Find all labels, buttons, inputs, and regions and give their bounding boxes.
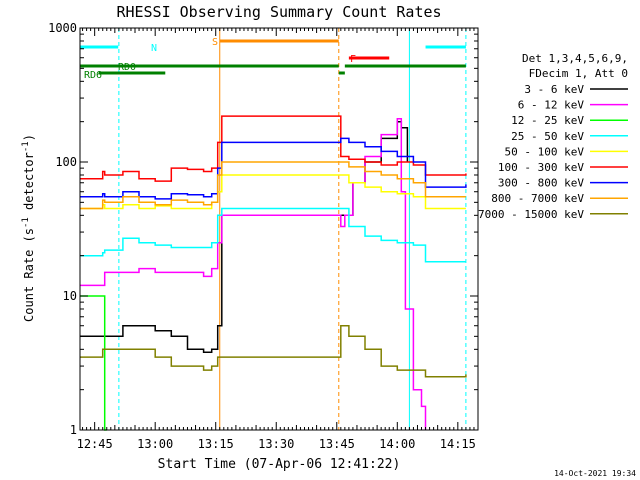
y-tick-label-4: 1000 [48, 21, 77, 35]
legend-label-9: 7000 - 15000 keV [478, 208, 584, 221]
series-line-6 [80, 115, 467, 182]
x-tick-label-2: 13:00 [137, 437, 173, 451]
y-axis-label-mid: detector [22, 152, 36, 217]
legend-label-2: 6 - 12 keV [518, 99, 585, 112]
series-line-4 [80, 207, 466, 263]
x-tick-label-5: 13:45 [319, 437, 355, 451]
legend-label-3: 12 - 25 keV [511, 114, 584, 127]
legend-label-1: 3 - 6 keV [524, 83, 584, 96]
y-axis-label: Count Rate (s-1 detector-1) [21, 134, 36, 322]
flag-bars: N S F RD0 RD6 [80, 37, 466, 81]
legend-label-7: 300 - 800 keV [498, 177, 584, 190]
y-tick-label-3: 100 [55, 155, 77, 169]
series-lines [80, 115, 467, 431]
y-axis-label-main: Count Rate (s [22, 228, 36, 322]
legend-header-line-2: FDecim 1, Att 0 [529, 67, 628, 80]
y-axis-label-end: ) [22, 134, 36, 141]
series-line-9 [80, 324, 467, 378]
y-axis-label-sup-2: -1 [21, 141, 31, 152]
legend-label-4: 25 - 50 keV [511, 130, 584, 143]
series-line-2 [80, 118, 427, 430]
legend: Det 1,3,4,5,6,9, FDecim 1, Att 0 3 - 6 keV… [478, 52, 628, 221]
flag-label-2: S [212, 37, 218, 48]
flag-label-5: RD6 [84, 70, 102, 81]
x-tick-label-4: 13:30 [258, 437, 294, 451]
render-timestamp: 14-Oct-2021 19:34 [554, 469, 636, 478]
legend-label-5: 50 - 100 keV [505, 145, 585, 158]
x-tick-label-7: 14:15 [440, 437, 476, 451]
x-axis-label: Start Time (07-Apr-06 12:41:22) [158, 457, 401, 472]
x-tick-label-1: 12:45 [77, 437, 113, 451]
x-tick-label-3: 13:15 [198, 437, 234, 451]
y-tick-label-1: 1 [70, 423, 77, 437]
series-line-1 [80, 120, 409, 354]
y-axis-label-sup-1: -1 [21, 217, 31, 228]
flag-label-4: RD0 [118, 62, 136, 73]
plot-frame [79, 27, 479, 431]
x-tick-label-6: 14:00 [379, 437, 415, 451]
plot-axes: 1 10 100 1000 12:45 13:00 13:15 13:30 13:45 14:00… [48, 21, 479, 451]
series-line-8 [80, 161, 466, 210]
chart-title: RHESSI Observing Summary Count Rates [116, 3, 441, 21]
flag-label-3: F [350, 54, 356, 65]
legend-header-line-1: Det 1,3,4,5,6,9, [522, 52, 628, 65]
legend-label-8: 800 - 7000 keV [491, 192, 584, 205]
legend-label-6: 100 - 300 keV [498, 161, 584, 174]
y-tick-label-2: 10 [63, 289, 77, 303]
flag-label-1: N [151, 43, 157, 54]
